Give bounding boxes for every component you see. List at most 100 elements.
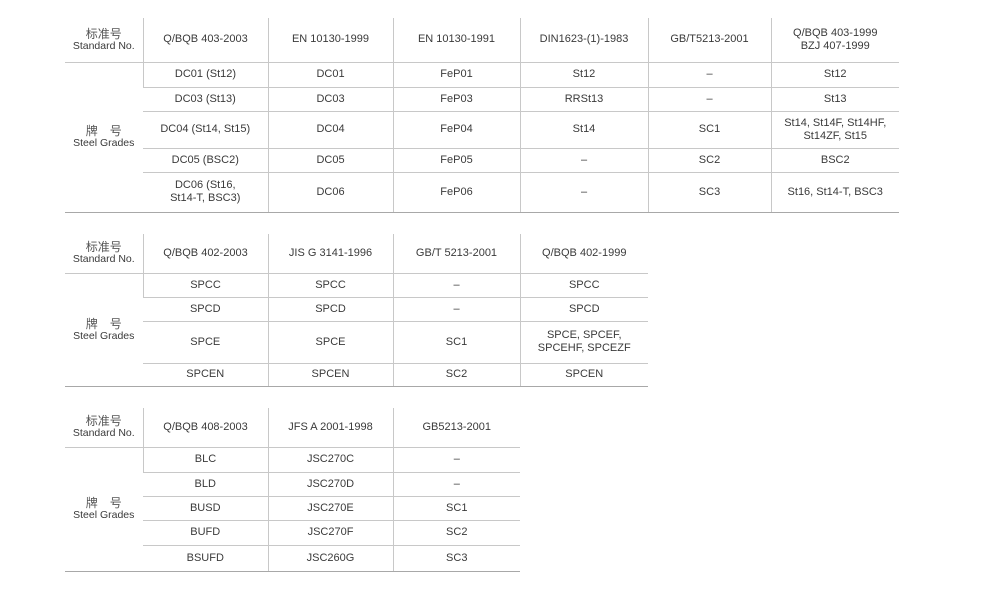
- table-cell: SPCE, SPCEF, SPCEHF, SPCEZF: [519, 321, 648, 364]
- column-header: GB/T 5213-2001: [392, 234, 520, 274]
- table-row: DC03 (St13) DC03 FeP03 RRSt13– St13: [65, 87, 899, 112]
- table-cell: SPCD: [143, 297, 268, 322]
- column-header: Q/BQB 408-2003: [142, 408, 268, 448]
- table-cell: SC3: [647, 172, 771, 213]
- label-en: Standard No.: [72, 427, 135, 440]
- table-cell: BUSD: [143, 496, 268, 521]
- table-row: SPCD SPCD – SPCD: [65, 297, 648, 322]
- table-cell: DC06 (St16, St14-T, BSC3): [143, 172, 268, 213]
- table-cell: SPCD: [519, 297, 648, 322]
- column-header: Q/BQB 402-2003: [142, 234, 268, 274]
- table-cell: SPCEN: [267, 363, 393, 387]
- column-header: JIS G 3141-1996: [267, 234, 393, 274]
- table-cell: St14: [519, 111, 648, 149]
- label-cn: 标准号: [85, 26, 122, 41]
- label-cn: 牌 号: [85, 124, 122, 138]
- table-cell: –: [519, 172, 648, 213]
- table-cell: –: [392, 297, 520, 322]
- table-row: 牌 号 Steel Grades BLC JSC270C –: [65, 447, 520, 572]
- steel-grades-label: 牌 号 Steel Grades: [65, 447, 143, 572]
- table-cell: –: [392, 472, 520, 497]
- table-cell: JSC270F: [267, 520, 393, 546]
- table-cell: FeP06: [392, 172, 520, 213]
- table-cell: DC06: [267, 172, 393, 213]
- table-cell: BSUFD: [143, 545, 268, 572]
- table-row: BSUFD JSC260G SC3: [65, 545, 520, 572]
- table-cell: JSC270D: [267, 472, 393, 497]
- table-cell: FeP05: [392, 148, 520, 173]
- table-cell: JSC270C: [267, 447, 393, 473]
- table-cell: DC01: [267, 62, 393, 88]
- column-header: Q/BQB 403-2003: [142, 18, 268, 63]
- table-cell: DC03 (St13): [143, 87, 268, 112]
- table-cell: JSC260G: [267, 545, 393, 572]
- label-en: Steel Grades: [73, 137, 135, 149]
- table-cell: SC1: [392, 321, 520, 364]
- table-cell: St12: [519, 62, 648, 88]
- table-cell: –: [647, 87, 771, 112]
- label-cn: 标准号: [85, 240, 122, 255]
- table-cell: DC05: [267, 148, 393, 173]
- table-cell: St13: [770, 87, 899, 112]
- header-row: 标准号 Standard No. Q/BQB 408-2003 JFS A 2001-…: [65, 408, 520, 448]
- table-row: 牌 号 Steel Grades DC01 (St12) DC01 FeP01 St12–…: [65, 62, 899, 213]
- column-header: Q/BQB 403-1999 BZJ 407-1999: [770, 18, 899, 63]
- column-header: EN 10130-1991: [392, 18, 520, 63]
- table-cell: SC2: [392, 520, 520, 546]
- table-cell: SPCE: [143, 321, 268, 364]
- table-cell: St16, St14-T, BSC3: [770, 172, 899, 213]
- steel-grades-label: 牌 号 Steel Grades: [65, 62, 143, 213]
- table-row: BUSD JSC270E SC1: [65, 496, 520, 521]
- table-row: DC06 (St16, St14-T, BSC3) DC06 FeP06– SC3 St1…: [65, 172, 899, 213]
- table-cell: SC1: [392, 496, 520, 521]
- table-cell: St14, St14F, St14HF, St14ZF, St15: [770, 111, 899, 149]
- label-en: Standard No.: [72, 39, 135, 52]
- table-cell: BLD: [143, 472, 268, 497]
- table-row: SPCE SPCE SC1 SPCE, SPCEF, SPCEHF, SPCEZF: [65, 321, 648, 364]
- table-cell: SC2: [647, 148, 771, 173]
- steel-grades-label: 牌 号 Steel Grades: [65, 273, 143, 387]
- steel-grade-table-2: 标准号 Standard No. Q/BQB 402-2003 JIS G 3141-…: [65, 234, 648, 387]
- standard-no-label: 标准号 Standard No.: [65, 18, 143, 63]
- table-cell: –: [392, 447, 520, 473]
- table-cell: SPCC: [519, 273, 648, 298]
- table-cell: –: [519, 148, 648, 173]
- table-cell: SPCD: [267, 297, 393, 322]
- table-cell: JSC270E: [267, 496, 393, 521]
- table-cell: DC04 (St14, St15): [143, 111, 268, 149]
- steel-grade-table-1: 标准号 Standard No. Q/BQB 403-2003 EN 10130-19…: [65, 18, 899, 213]
- table-cell: SPCEN: [519, 363, 648, 387]
- table-cell: RRSt13: [519, 87, 648, 112]
- table-cell: –: [647, 62, 771, 88]
- table-cell: DC03: [267, 87, 393, 112]
- table-cell: FeP01: [392, 62, 520, 88]
- table-cell: DC01 (St12): [142, 62, 268, 88]
- standard-no-label: 标准号 Standard No.: [65, 234, 143, 274]
- table-row: SPCEN SPCEN SC2 SPCEN: [65, 363, 648, 387]
- label-cn: 标准号: [85, 414, 122, 429]
- table-cell: SPCC: [267, 273, 393, 298]
- table-cell: SC1: [647, 111, 771, 149]
- table-row: BLD JSC270D –: [65, 472, 520, 497]
- table-cell: –: [392, 273, 520, 298]
- table-cell: SPCEN: [143, 363, 268, 387]
- table-cell: SPCC: [142, 273, 268, 298]
- header-row: 标准号 Standard No. Q/BQB 402-2003 JIS G 3141-…: [65, 234, 648, 274]
- table-cell: DC05 (BSC2): [143, 148, 268, 173]
- header-row: 标准号 Standard No. Q/BQB 403-2003 EN 10130-19…: [65, 18, 899, 63]
- table-cell: SC2: [392, 363, 520, 387]
- column-header: Q/BQB 402-1999: [519, 234, 648, 274]
- label-cn: 牌 号: [85, 316, 122, 331]
- label-en: Steel Grades: [73, 509, 135, 521]
- label-en: Standard No.: [72, 253, 135, 266]
- table-row: BUFD JSC270F SC2: [65, 520, 520, 546]
- steel-grade-table-3: 标准号 Standard No. Q/BQB 408-2003 JFS A 2001-…: [65, 408, 520, 572]
- table-cell: BUFD: [143, 520, 268, 546]
- column-header: DIN1623-(1)-1983: [519, 18, 648, 63]
- table-cell: DC04: [267, 111, 393, 149]
- table-row: DC04 (St14, St15) DC04 FeP04 St14 SC1 St14, S…: [65, 111, 899, 149]
- table-cell: SC3: [392, 545, 520, 572]
- column-header: GB5213-2001: [392, 408, 520, 448]
- column-header: JFS A 2001-1998: [267, 408, 393, 448]
- table-cell: St12: [770, 62, 899, 88]
